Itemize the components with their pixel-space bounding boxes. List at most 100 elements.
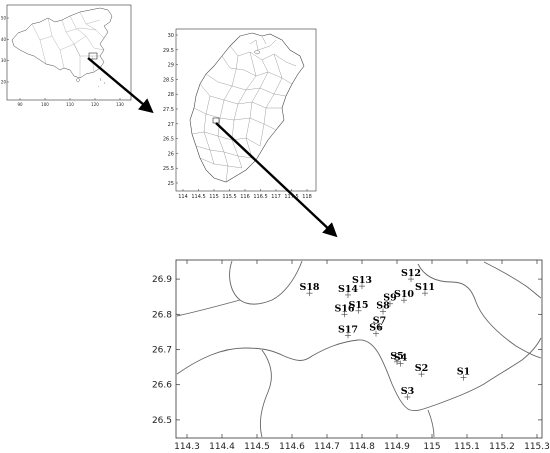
x-tick-label: 114.9 [384, 442, 410, 452]
china-outline [11, 7, 113, 79]
detail-y-axis: 26.9 26.8 26.7 26.6 26.5 [152, 275, 542, 426]
x-tick-label: 117 [271, 194, 281, 200]
site-marker-s9[interactable] [387, 300, 393, 307]
y-tick-label: 30 [168, 33, 174, 39]
site-marker-s15[interactable] [355, 307, 362, 314]
site-marker-s13[interactable] [359, 283, 365, 290]
x-tick-label: 115.1 [454, 442, 480, 452]
site-label-s1: S1 [457, 367, 470, 378]
x-tick-label: 114.4 [209, 442, 235, 452]
site-marker-s11[interactable] [422, 290, 428, 297]
site-marker-s16[interactable] [341, 311, 348, 318]
site-marker-s7[interactable] [376, 323, 383, 330]
site-label-s16: S16 [334, 303, 354, 314]
study-area-box [88, 52, 98, 60]
x-tick-label: 90 [17, 102, 23, 107]
site-label-s8: S8 [376, 300, 390, 311]
detail-x-axis: 114.3 114.4 114.5 114.6 114.7 114.8 114.9 115 11… [174, 260, 550, 452]
site-marker-s18[interactable] [306, 290, 313, 297]
x-tick-label: 116 [240, 194, 250, 200]
y-tick-label: 40 [1, 37, 7, 42]
china-provinces [31, 11, 105, 78]
province-x-axis: 114 114.5 115 115.5 116 116.5 117 117.5 118 [178, 189, 312, 200]
y-tick-label: 26.9 [152, 275, 172, 285]
province-frame [175, 28, 317, 192]
site-label-s7: S7 [373, 316, 386, 327]
x-tick-label: 117.5 [284, 194, 298, 200]
x-tick-label: 118 [302, 194, 312, 200]
site-marker-s14[interactable] [345, 291, 351, 298]
site-label-s5: S5 [390, 351, 403, 362]
y-tick-label: 25.5 [163, 166, 174, 172]
detail-frame [175, 259, 543, 439]
province-y-axis: 30 29.5 29 28.5 28 27.5 27 26.5 26 25.5 25 [163, 33, 178, 187]
province-outline [189, 32, 305, 183]
y-tick-label: 26 [168, 151, 174, 157]
site-label-s4: S4 [394, 353, 408, 364]
x-tick-label: 114.7 [314, 442, 340, 452]
x-tick-label: 114.5 [244, 442, 270, 452]
province-map: 114 114.5 115 115.5 116 116.5 117 117.5 118 30 29… [163, 28, 317, 200]
y-tick-label: 26.6 [152, 381, 172, 391]
x-tick-label: 114.3 [174, 442, 200, 452]
zoom-arrow-1 [87, 57, 154, 114]
site-marker-s4[interactable] [397, 360, 404, 367]
site-marker-s6[interactable] [373, 330, 379, 337]
site-label-s10: S10 [394, 289, 414, 300]
site-label-s13: S13 [352, 275, 372, 286]
x-tick-label: 130 [116, 102, 124, 107]
site-label-s11: S11 [415, 282, 435, 293]
y-tick-label: 29 [168, 63, 174, 69]
x-tick-label: 115.2 [489, 442, 515, 452]
x-tick-label: 115 [423, 442, 440, 452]
x-tick-label: 115.3 [524, 442, 550, 452]
x-tick-label: 115 [209, 194, 219, 200]
y-tick-label: 26.7 [152, 346, 172, 356]
y-tick-label: 20 [1, 80, 7, 85]
x-tick-label: 120 [91, 102, 99, 107]
x-tick-label: 115.5 [222, 194, 236, 200]
y-tick-label: 25 [168, 181, 174, 187]
hainan-island [76, 78, 80, 82]
site-marker-s1[interactable] [460, 374, 467, 381]
zoom-arrow-2 [215, 122, 338, 238]
site-label-s3: S3 [401, 386, 414, 397]
site-marker-s5[interactable] [394, 358, 400, 365]
site-marker-s3[interactable] [404, 394, 411, 401]
y-tick-label: 28.5 [163, 77, 174, 83]
site-label-s17: S17 [338, 324, 358, 335]
x-tick-label: 116.5 [253, 194, 267, 200]
y-tick-label: 26.5 [152, 416, 172, 426]
x-tick-label: 114.6 [279, 442, 305, 452]
site-marker-s10[interactable] [401, 297, 407, 304]
site-label-s14: S14 [338, 284, 358, 295]
poyang-lake [253, 50, 261, 55]
site-label-s2: S2 [415, 363, 428, 374]
site-marker-s17[interactable] [345, 332, 351, 339]
site-marker-s12[interactable] [408, 276, 414, 283]
site-label-s18: S18 [299, 282, 319, 293]
county-boundaries [176, 260, 542, 438]
y-tick-label: 27 [168, 122, 174, 128]
overview-frame [6, 4, 132, 101]
x-tick-label: 114.5 [191, 194, 205, 200]
province-counties [191, 35, 297, 183]
y-tick-label: 30 [1, 58, 7, 63]
site-marker-s2[interactable] [418, 371, 425, 378]
south-sea-islands [97, 77, 106, 88]
site-label-s12: S12 [401, 268, 421, 279]
overview-y-axis: 50 40 30 20 [1, 16, 9, 85]
y-tick-label: 50 [1, 16, 7, 21]
overview-map: 90 100 110 120 130 50 40 30 20 [1, 4, 132, 107]
x-tick-label: 110 [66, 102, 74, 107]
x-tick-label: 100 [41, 102, 49, 107]
site-label-s6: S6 [369, 323, 383, 334]
y-tick-label: 28 [168, 92, 174, 98]
site-marker-s8[interactable] [380, 308, 386, 315]
x-tick-label: 114 [178, 194, 188, 200]
y-tick-label: 26.8 [152, 310, 172, 320]
y-tick-label: 26.5 [163, 137, 174, 143]
